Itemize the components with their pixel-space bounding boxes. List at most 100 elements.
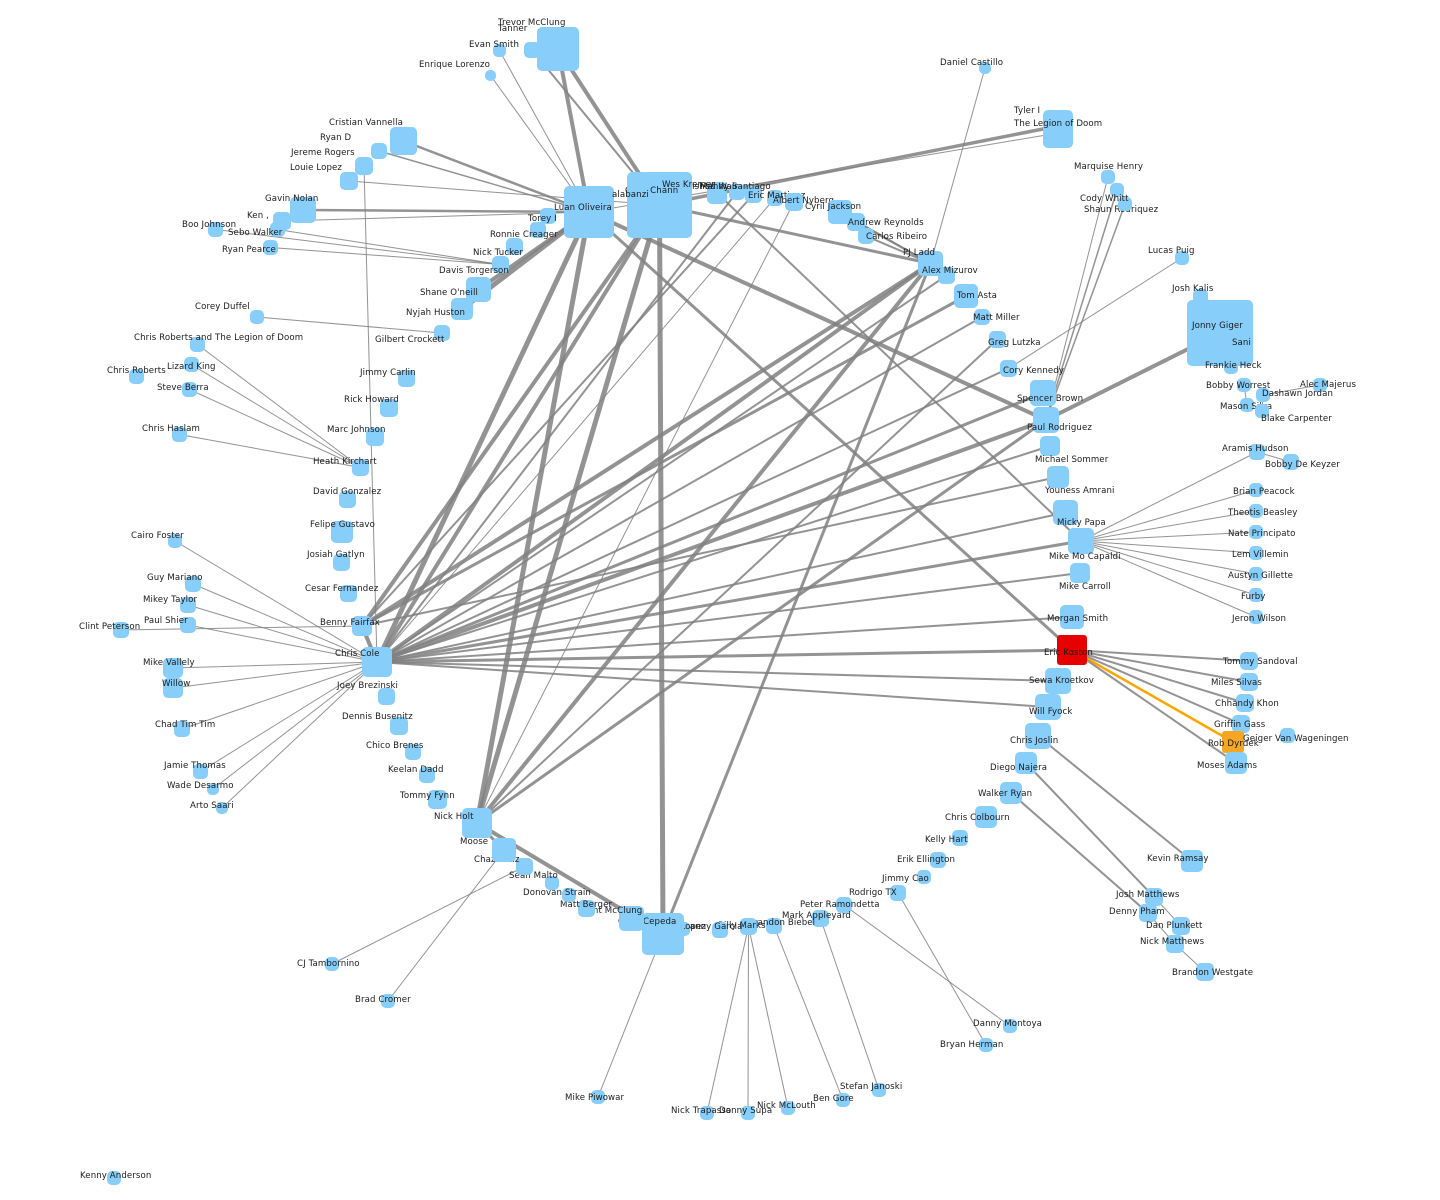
graph-node[interactable] — [163, 678, 183, 698]
graph-node[interactable] — [371, 143, 387, 159]
graph-node[interactable] — [180, 597, 196, 613]
graph-node[interactable] — [184, 357, 199, 372]
graph-node[interactable] — [1222, 731, 1244, 753]
graph-node[interactable] — [493, 44, 506, 57]
graph-node[interactable] — [270, 222, 285, 237]
graph-node[interactable] — [1040, 436, 1060, 456]
graph-node[interactable] — [1249, 504, 1263, 518]
graph-node[interactable] — [847, 213, 865, 231]
graph-node[interactable] — [1240, 398, 1254, 412]
graph-node[interactable] — [627, 182, 647, 202]
graph-node[interactable] — [172, 427, 187, 442]
graph-node[interactable] — [930, 852, 946, 868]
graph-node[interactable] — [180, 617, 196, 633]
graph-node[interactable] — [506, 238, 523, 255]
graph-node[interactable] — [642, 913, 684, 955]
graph-node[interactable] — [836, 1093, 850, 1107]
graph-node[interactable] — [740, 918, 757, 935]
graph-node[interactable] — [1166, 935, 1184, 953]
graph-node[interactable] — [390, 717, 408, 735]
graph-node[interactable] — [290, 197, 316, 223]
graph-node[interactable] — [917, 870, 931, 884]
graph-node[interactable] — [352, 459, 369, 476]
graph-node[interactable] — [1249, 525, 1263, 539]
graph-node[interactable] — [516, 858, 533, 875]
graph-node[interactable] — [485, 70, 496, 81]
graph-node[interactable] — [174, 721, 190, 737]
graph-node[interactable] — [1070, 563, 1090, 583]
graph-node[interactable] — [954, 284, 978, 308]
graph-node[interactable] — [207, 783, 219, 795]
graph-node[interactable] — [545, 876, 559, 890]
graph-node[interactable] — [781, 1101, 795, 1115]
graph-node[interactable] — [355, 157, 373, 175]
graph-node[interactable] — [466, 277, 491, 302]
graph-node[interactable] — [434, 325, 450, 341]
graph-node[interactable] — [712, 922, 728, 938]
graph-node[interactable] — [938, 267, 955, 284]
graph-node[interactable] — [390, 127, 417, 155]
graph-node[interactable] — [700, 1106, 714, 1120]
graph-node[interactable] — [1196, 963, 1214, 981]
graph-node[interactable] — [168, 534, 182, 548]
graph-node[interactable] — [530, 222, 546, 238]
graph-node[interactable] — [1224, 360, 1238, 374]
graph-node[interactable] — [352, 616, 372, 636]
graph-node[interactable] — [1110, 183, 1124, 197]
graph-node[interactable] — [1030, 380, 1056, 406]
graph-node[interactable] — [1053, 500, 1078, 525]
graph-node[interactable] — [250, 310, 264, 324]
graph-node[interactable] — [975, 806, 997, 828]
graph-node[interactable] — [1249, 444, 1265, 460]
graph-node[interactable] — [325, 957, 339, 971]
graph-node[interactable] — [1060, 605, 1084, 629]
graph-node[interactable] — [766, 918, 782, 934]
graph-node[interactable] — [1236, 694, 1254, 712]
graph-node[interactable] — [1015, 752, 1037, 774]
graph-node[interactable] — [1000, 360, 1017, 377]
graph-node[interactable] — [1000, 782, 1022, 804]
graph-node[interactable] — [405, 744, 421, 760]
graph-node[interactable] — [340, 585, 357, 602]
graph-node[interactable] — [540, 208, 556, 224]
graph-node[interactable] — [989, 331, 1006, 348]
graph-node[interactable] — [591, 1090, 605, 1104]
graph-node[interactable] — [129, 369, 144, 384]
graph-node[interactable] — [451, 298, 473, 320]
graph-node[interactable] — [562, 888, 576, 902]
graph-node[interactable] — [1249, 588, 1263, 602]
graph-node[interactable] — [331, 521, 353, 543]
graph-node[interactable] — [974, 309, 990, 325]
graph-node[interactable] — [1187, 300, 1253, 366]
graph-node[interactable] — [1283, 454, 1299, 470]
graph-node[interactable] — [890, 885, 906, 901]
graph-node[interactable] — [113, 622, 129, 638]
graph-node[interactable] — [524, 42, 540, 58]
graph-node[interactable] — [462, 808, 492, 838]
graph-node[interactable] — [741, 1106, 755, 1120]
graph-node[interactable] — [729, 184, 745, 200]
graph-node[interactable] — [785, 193, 803, 211]
graph-node[interactable] — [619, 906, 644, 931]
graph-node[interactable] — [366, 428, 384, 446]
graph-node[interactable] — [836, 897, 852, 913]
graph-node[interactable] — [707, 182, 727, 204]
graph-node[interactable] — [1145, 888, 1163, 906]
graph-node[interactable] — [378, 688, 395, 705]
graph-node[interactable] — [1035, 694, 1061, 720]
graph-node[interactable] — [182, 382, 197, 397]
graph-node[interactable] — [492, 838, 516, 862]
graph-node[interactable] — [193, 764, 208, 779]
graph-node[interactable] — [362, 647, 392, 677]
graph-node[interactable] — [812, 910, 829, 927]
graph-node[interactable] — [1249, 610, 1263, 624]
graph-node[interactable] — [1057, 635, 1087, 665]
graph-node[interactable] — [381, 994, 395, 1008]
graph-node[interactable] — [340, 172, 358, 190]
graph-node[interactable] — [858, 228, 874, 244]
graph-node[interactable] — [380, 399, 398, 417]
graph-node[interactable] — [107, 1171, 121, 1185]
graph-node[interactable] — [1175, 251, 1189, 265]
